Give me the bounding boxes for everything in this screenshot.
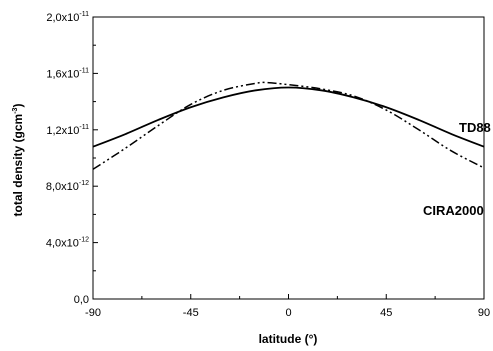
x-tick-label-1: -45 <box>183 307 199 319</box>
y-tick-mantissa-1: 4,0x10 <box>46 238 79 250</box>
y-tick-exponent-4: -11 <box>79 67 89 74</box>
series-label-cira2000: CIRA2000 <box>423 203 484 218</box>
y-tick-label-3: 1,2x10-11 <box>46 124 89 137</box>
y-tick-label-5: 2,0x10-11 <box>46 11 89 24</box>
x-tick-label-2: 0 <box>285 307 291 319</box>
y-axis-ticks: 0,04,0x10-128,0x10-121,2x10-111,6x10-112… <box>46 11 98 306</box>
y-tick-exponent-3: -11 <box>79 124 89 131</box>
y-axis-title-base: total density (gcm <box>11 114 25 217</box>
y-axis-title-exponent: -3 <box>12 107 19 113</box>
plot-axes <box>92 16 485 300</box>
y-tick-exponent-2: -12 <box>79 180 89 187</box>
series-label-td88: TD88 <box>459 120 491 135</box>
x-axis-ticks: -90 -45 0 45 90 <box>85 294 490 319</box>
y-tick-label-0: 0,0 <box>74 294 89 306</box>
x-tick-label-0: -90 <box>85 307 101 319</box>
plot-frame <box>92 16 485 300</box>
series-line-cira2000 <box>92 81 485 170</box>
y-tick-mantissa-3: 1,2x10 <box>46 125 79 137</box>
y-tick-exponent-1: -12 <box>79 237 89 244</box>
y-tick-label-2: 8,0x10-12 <box>46 180 89 193</box>
y-tick-mantissa-5: 2,0x10 <box>46 12 79 24</box>
x-tick-label-4: 90 <box>478 307 490 319</box>
y-tick-mantissa-2: 8,0x10 <box>46 181 79 193</box>
series-lines <box>92 81 485 170</box>
series-line-td88 <box>92 86 485 148</box>
x-axis-title: latitude (°) <box>259 332 318 346</box>
y-tick-mantissa-0: 0,0 <box>74 294 89 306</box>
x-tick-label-3: 45 <box>380 307 392 319</box>
y-axis-title-end: ) <box>11 104 25 108</box>
y-axis-title: total density (gcm-3) <box>11 104 25 217</box>
y-tick-label-1: 4,0x10-12 <box>46 237 89 250</box>
y-tick-exponent-5: -11 <box>79 11 89 18</box>
y-tick-mantissa-4: 1,6x10 <box>46 68 79 80</box>
y-tick-label-4: 1,6x10-11 <box>46 67 89 80</box>
